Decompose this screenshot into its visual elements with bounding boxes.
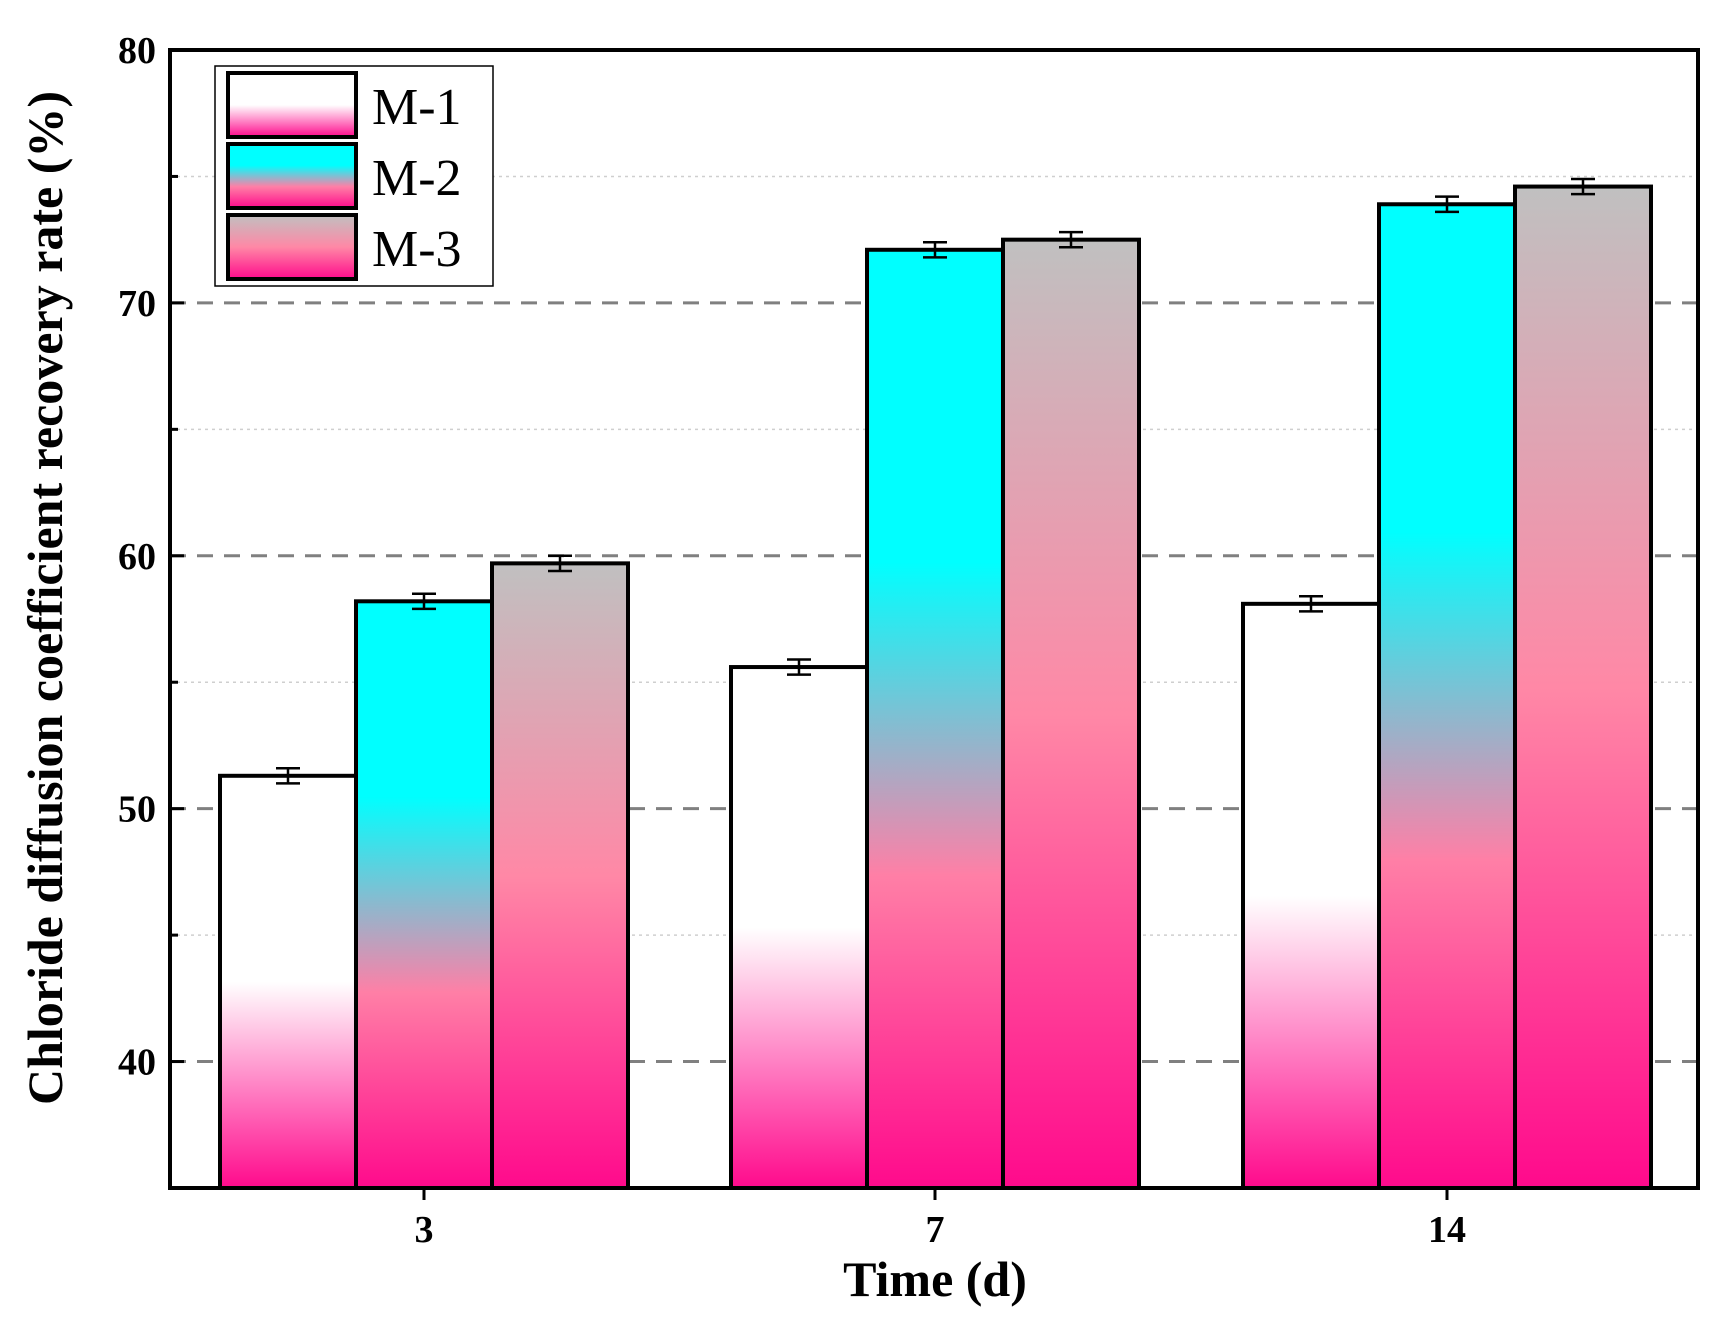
y-axis-title: Chloride diffusion coefficient recovery … — [17, 91, 73, 1105]
bar-m-1-14 — [1241, 601, 1381, 1190]
legend-label-m-2: M-2 — [372, 150, 462, 207]
y-tick-label: 80 — [118, 30, 156, 72]
legend-swatch-m-3 — [226, 213, 358, 281]
y-tick-label: 40 — [118, 1042, 156, 1084]
legend: M-1 M-2 M-3 — [214, 65, 494, 287]
bar-m-2-7 — [865, 247, 1005, 1190]
ticks: 40 50 60 70 80 3 7 14 — [118, 30, 1466, 1251]
bar-m-2-14 — [1377, 202, 1517, 1191]
bar-m-3-14 — [1513, 184, 1653, 1190]
bars — [218, 177, 1653, 1191]
y-tick-label: 50 — [118, 789, 156, 831]
bar-m-3-3 — [490, 561, 630, 1190]
bar-m-1-3 — [218, 773, 358, 1191]
x-axis-title: Time (d) — [843, 1251, 1027, 1307]
y-tick-label: 70 — [118, 283, 156, 325]
bar-m-3-7 — [1001, 237, 1141, 1190]
legend-swatch-m-1 — [226, 71, 358, 139]
bar-m-2-3 — [354, 599, 494, 1190]
legend-swatch-m-2 — [226, 142, 358, 210]
bar-m-1-7 — [729, 665, 869, 1190]
x-tick-label: 3 — [415, 1209, 434, 1251]
x-tick-label: 7 — [926, 1209, 945, 1251]
x-tick-label: 14 — [1428, 1209, 1466, 1251]
y-tick-label: 60 — [118, 536, 156, 578]
legend-label-m-1: M-1 — [372, 79, 462, 136]
legend-label-m-3: M-3 — [372, 221, 462, 278]
